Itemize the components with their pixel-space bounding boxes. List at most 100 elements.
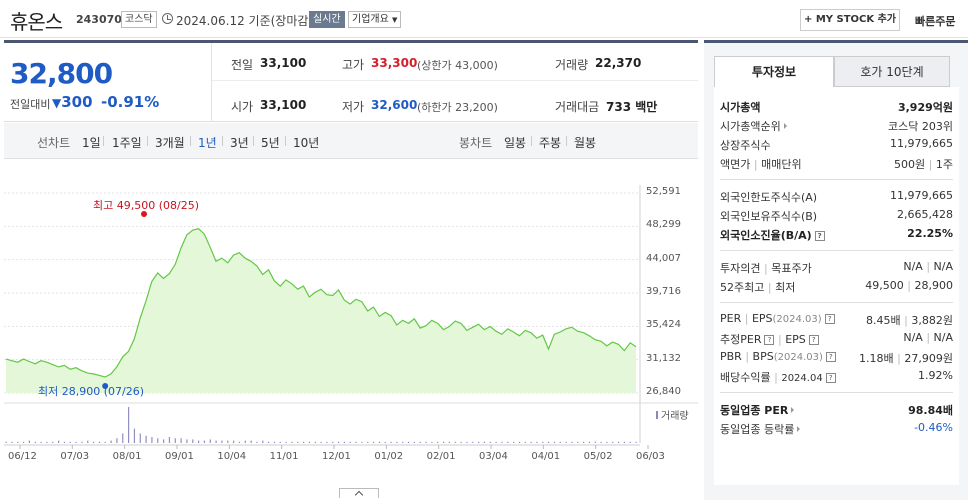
tab-investment-info[interactable]: 투자정보 bbox=[714, 56, 834, 87]
y-tick-label: 26,840 bbox=[646, 386, 681, 397]
volume-bar bbox=[5, 441, 7, 443]
quote-date: 2024.06.12 기준(장마감) bbox=[176, 14, 314, 28]
x-tick-label: 12/01 bbox=[322, 451, 351, 462]
volume-bar bbox=[215, 440, 217, 443]
industry-rate-label[interactable]: 동일업종 등락률 bbox=[720, 421, 801, 437]
divider bbox=[720, 179, 953, 180]
volume-bar bbox=[402, 441, 404, 443]
pbr-bps-label: PBR | BPS(2024.03)? bbox=[720, 350, 836, 363]
high-value: 33,300 bbox=[371, 56, 418, 70]
w52-value: 49,500 | 28,900 bbox=[865, 279, 953, 292]
amount-value: 733 백만 bbox=[606, 100, 658, 114]
low-label: 저가 bbox=[342, 100, 365, 114]
volume-bar bbox=[233, 440, 235, 443]
stock-name[interactable]: 휴온스 bbox=[10, 10, 63, 34]
volume-bar bbox=[454, 441, 456, 443]
low-value: 32,600 bbox=[371, 98, 418, 112]
line-chart-label: 선차트 bbox=[37, 136, 71, 150]
volume-bar bbox=[58, 440, 60, 443]
info-row: PER | EPS(2024.03)? 8.45배 | 3,882원 bbox=[720, 312, 953, 328]
candle-monthly[interactable]: 월봉 bbox=[574, 136, 597, 150]
volume-bar bbox=[542, 441, 544, 443]
period-1d[interactable]: 1일 bbox=[82, 136, 101, 150]
help-icon[interactable]: ? bbox=[825, 352, 836, 362]
volume-bar bbox=[466, 441, 468, 443]
volume-bar bbox=[571, 441, 573, 443]
volume-bar bbox=[52, 441, 54, 443]
volume-bar bbox=[303, 441, 305, 443]
company-overview-dropdown[interactable]: 기업개요 ▼ bbox=[348, 11, 402, 28]
volume-label: 거래량 bbox=[555, 58, 589, 72]
volume-bar bbox=[495, 441, 497, 443]
volume-bar bbox=[553, 441, 556, 443]
volume-bar bbox=[128, 407, 130, 443]
y-tick-label: 44,007 bbox=[646, 252, 681, 264]
foreign-hold-label: 외국인보유주식수(B) bbox=[720, 210, 818, 223]
volume-bar bbox=[151, 437, 153, 443]
volume-bar bbox=[186, 439, 188, 443]
cap-rank-label[interactable]: 시가총액순위 bbox=[720, 118, 787, 134]
volume-bar bbox=[198, 440, 200, 443]
price-area-fill bbox=[6, 228, 636, 393]
tab-order-book[interactable]: 호가 10단계 bbox=[834, 56, 950, 87]
volume-bar bbox=[588, 441, 591, 443]
divider bbox=[285, 136, 286, 146]
par-unit-value: 500원 | 1주 bbox=[894, 158, 953, 171]
period-3y[interactable]: 3년 bbox=[230, 136, 249, 150]
volume-bar bbox=[34, 441, 36, 443]
period-10y[interactable]: 10년 bbox=[293, 136, 320, 150]
foreign-limit-value: 11,979,665 bbox=[890, 189, 953, 202]
down-triangle-icon: ▼ bbox=[52, 96, 62, 110]
divider bbox=[212, 80, 698, 81]
foreign-limit-label: 외국인한도주식수(A) bbox=[720, 191, 818, 204]
price-change-pct: -0.91% bbox=[101, 93, 160, 111]
add-mystock-button[interactable]: + MY STOCK 추가 bbox=[800, 9, 900, 31]
opinion-target-value: N/A | N/A bbox=[903, 260, 953, 273]
period-5y[interactable]: 5년 bbox=[261, 136, 280, 150]
help-icon[interactable]: ? bbox=[764, 335, 775, 345]
quick-order-button[interactable]: 빠른주문 bbox=[915, 15, 956, 28]
candle-daily[interactable]: 일봉 bbox=[504, 136, 527, 150]
candle-weekly[interactable]: 주봉 bbox=[539, 136, 562, 150]
info-row: 외국인보유주식수(B) 2,665,428 bbox=[720, 208, 953, 224]
foreign-hold-value: 2,665,428 bbox=[897, 208, 953, 221]
volume-bar bbox=[203, 440, 206, 443]
period-1y[interactable]: 1년 bbox=[198, 136, 217, 150]
volume-bar bbox=[297, 441, 299, 443]
volume-bar bbox=[227, 440, 229, 443]
volume-bar bbox=[63, 441, 66, 443]
volume-bar bbox=[250, 440, 252, 443]
per-eps-label: PER | EPS(2024.03)? bbox=[720, 312, 835, 325]
help-icon[interactable]: ? bbox=[825, 373, 836, 383]
divider bbox=[147, 136, 148, 146]
help-icon[interactable]: ? bbox=[808, 335, 819, 345]
divider bbox=[566, 136, 567, 146]
volume-bar bbox=[583, 441, 585, 443]
info-row: 52주최고 | 최저 49,500 | 28,900 bbox=[720, 279, 953, 295]
low-annotation: 최저 28,900 (07/26) bbox=[38, 385, 145, 398]
volume-bar bbox=[291, 441, 293, 443]
foreign-rate-label: 외국인소진율(B/A)? bbox=[720, 227, 825, 243]
help-icon[interactable]: ? bbox=[814, 231, 825, 241]
shares-label: 상장주식수 bbox=[720, 139, 771, 152]
help-icon[interactable]: ? bbox=[824, 314, 835, 324]
x-tick-label: 08/01 bbox=[112, 451, 142, 462]
industry-per-label[interactable]: 동일업종 PER bbox=[720, 402, 795, 418]
open-label: 시가 bbox=[231, 100, 254, 114]
info-row: 시가총액순위 코스닥 203위 bbox=[720, 118, 953, 134]
volume-bar bbox=[408, 441, 410, 443]
volume-bar bbox=[133, 428, 136, 443]
period-3m[interactable]: 3개월 bbox=[155, 136, 185, 150]
volume-bar bbox=[425, 441, 427, 443]
period-1w[interactable]: 1주일 bbox=[112, 136, 142, 150]
arrow-right-icon bbox=[791, 407, 795, 413]
volume-bar bbox=[629, 441, 631, 443]
realtime-badge[interactable]: 실시간 bbox=[309, 11, 345, 28]
volume-bar bbox=[373, 441, 375, 443]
volume-bar bbox=[98, 441, 101, 443]
volume-bar bbox=[594, 441, 596, 443]
volume-bar bbox=[163, 439, 165, 443]
price-chart[interactable]: 최고 49,500 (08/25) 최저 28,900 (07/26) 52,5… bbox=[4, 165, 698, 500]
chevron-down-icon: ▼ bbox=[392, 16, 398, 24]
collapse-chart-button[interactable] bbox=[339, 488, 379, 498]
